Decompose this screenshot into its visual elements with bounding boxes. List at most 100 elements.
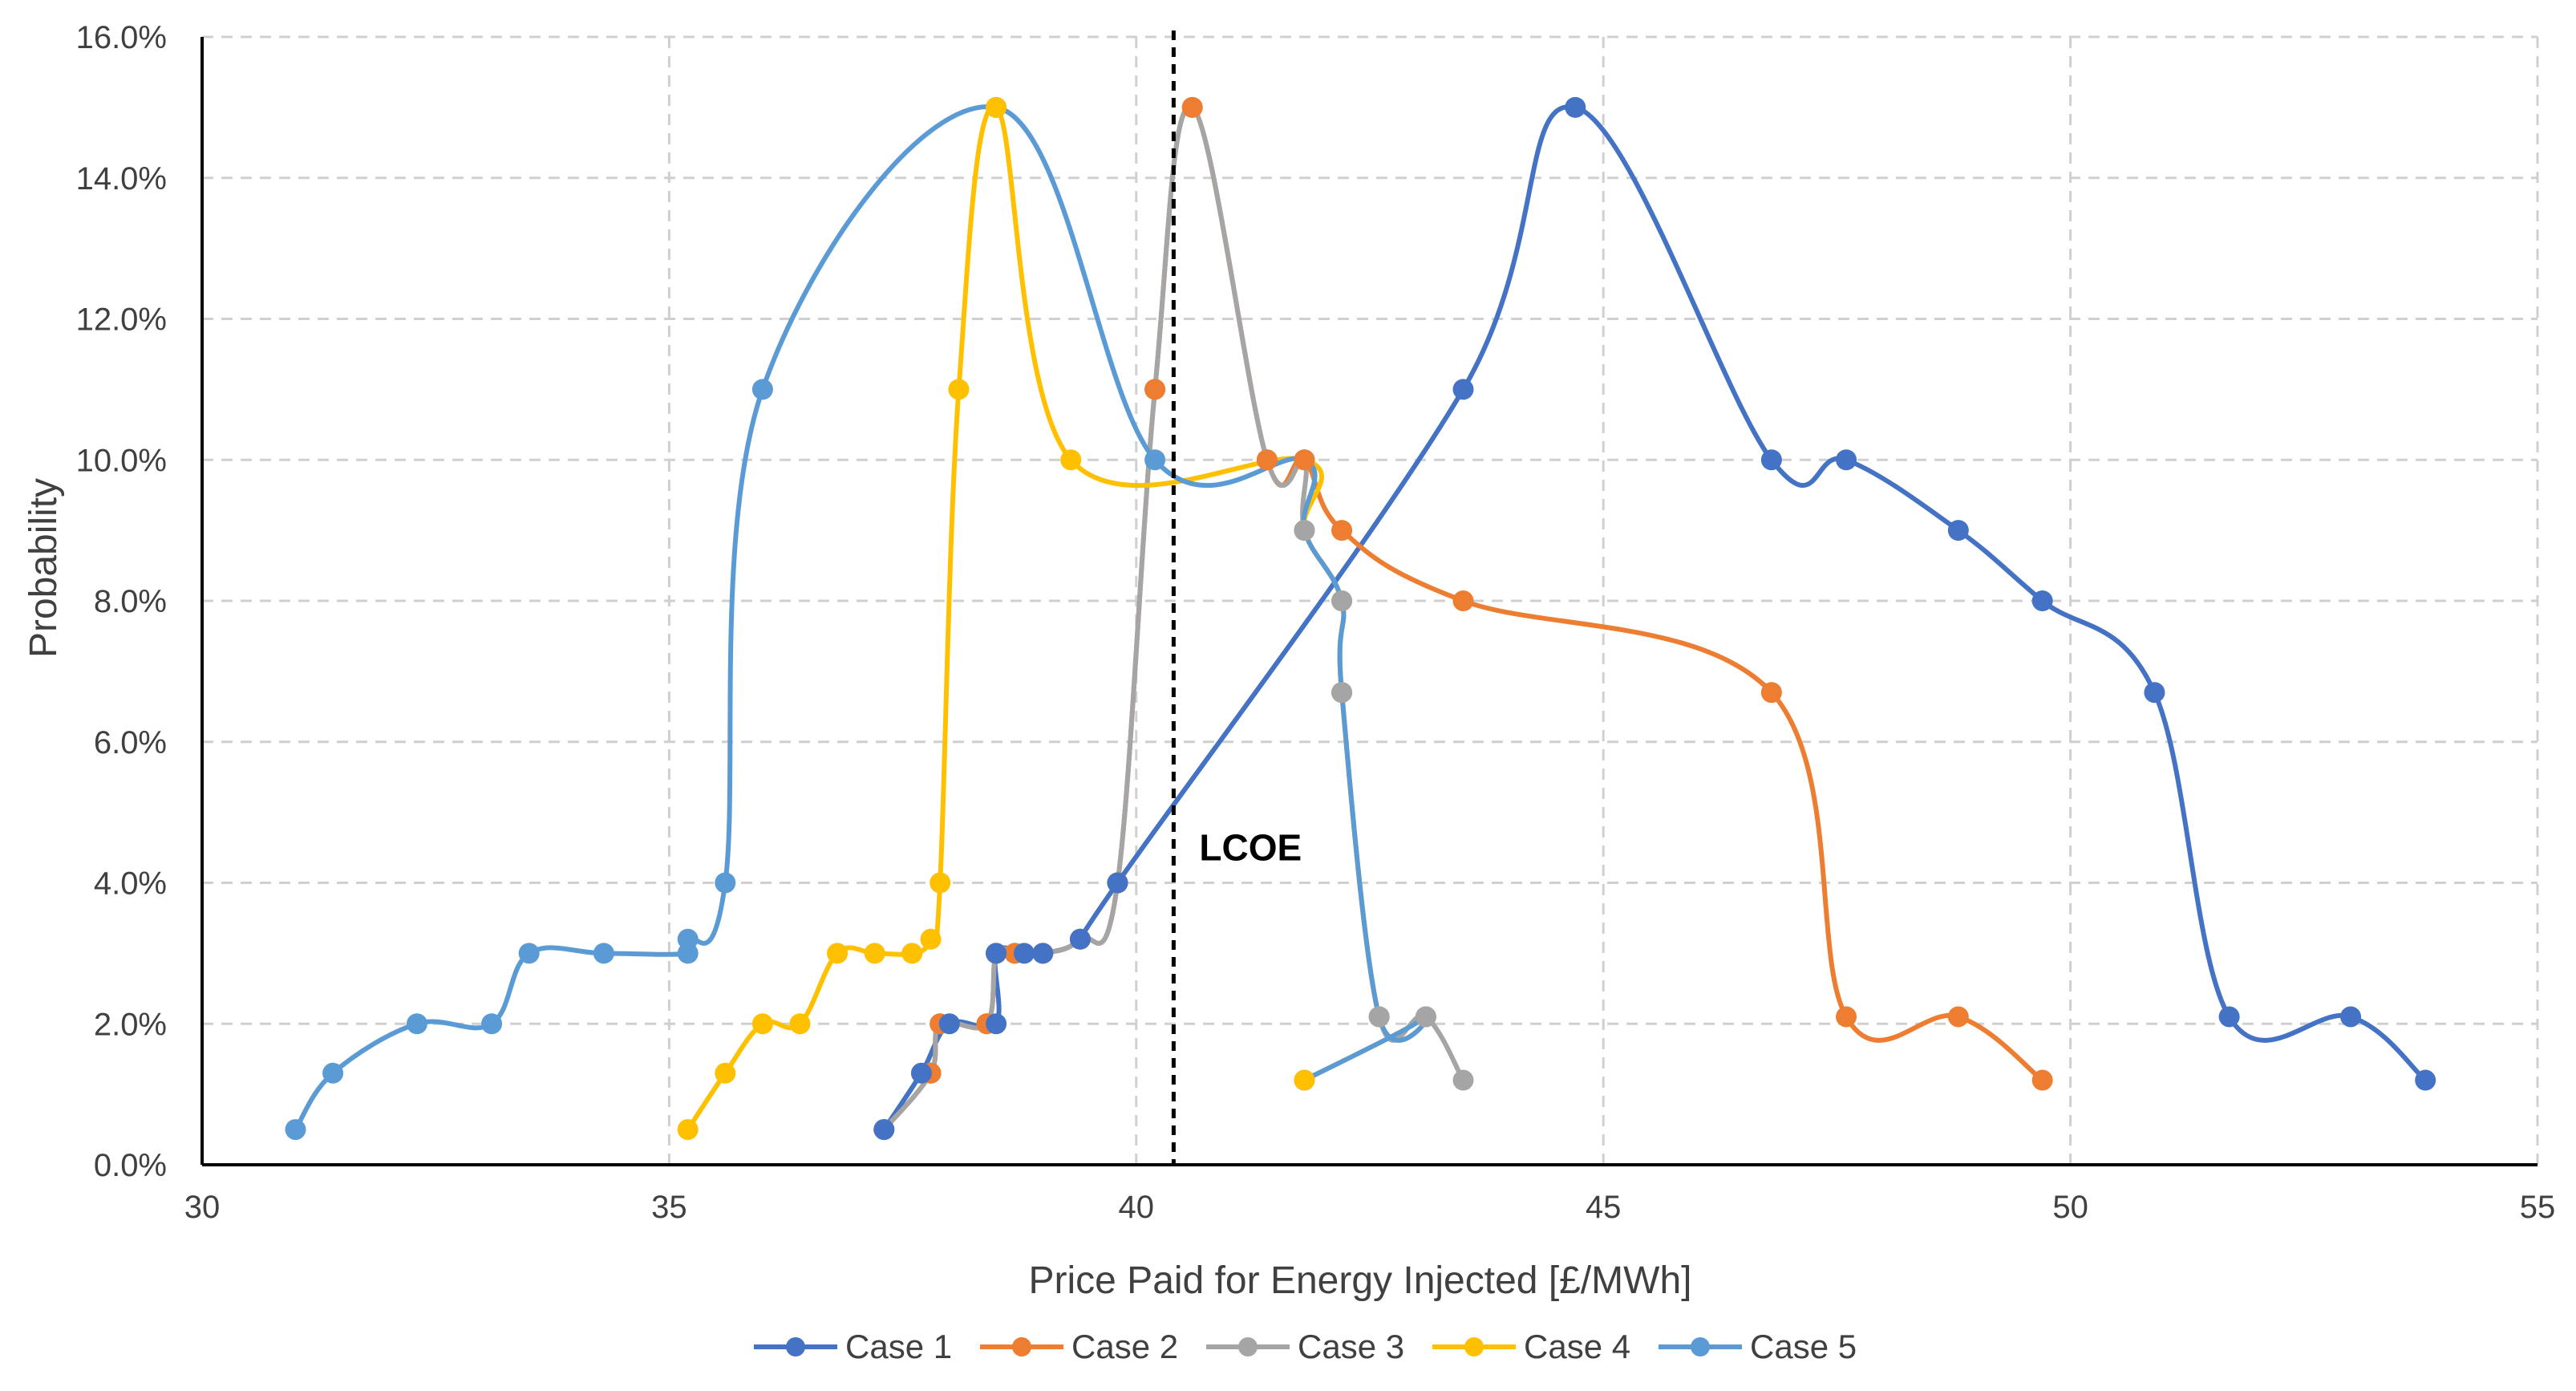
y-tick-label: 12.0% [76, 302, 167, 338]
gridlines [202, 35, 2539, 1165]
lcoe-marker: LCOE [1171, 30, 1302, 1165]
x-axis-title: Price Paid for Energy Injected [£/MWh] [1028, 1259, 1691, 1302]
data-point-case-1 [910, 1062, 932, 1084]
data-point-case-3 [1294, 520, 1315, 541]
data-point-case-4 [827, 943, 849, 964]
legend[interactable]: Case 1 Case 2 Case 3 Case 4 Case 5 [754, 1328, 1857, 1365]
legend-marker [1464, 1337, 1484, 1357]
data-point-case-5 [285, 1119, 306, 1141]
data-point-case-2 [1760, 682, 1782, 704]
y-tick-label: 6.0% [94, 725, 167, 760]
tick-labels: 0.0% 2.0% 4.0% 6.0% 8.0% 10.0% 12.0% 14.0% 16.0%… [76, 20, 2556, 1225]
y-axis-title: Probability [22, 478, 65, 658]
data-point-case-3 [1415, 1006, 1436, 1028]
data-point-case-5 [406, 1013, 427, 1035]
legend-item-case-1[interactable]: Case 1 [754, 1328, 952, 1365]
x-tick-label: 40 [1119, 1190, 1155, 1225]
y-tick-label: 8.0% [94, 584, 167, 619]
data-point-case-2 [1836, 1006, 1857, 1028]
data-point-case-5 [677, 928, 699, 950]
data-point-case-4 [986, 96, 1007, 118]
data-point-case-5 [593, 943, 614, 964]
data-point-case-2 [1947, 1006, 1969, 1028]
data-point-case-1 [986, 1013, 1007, 1035]
series-points [285, 96, 2436, 1141]
lcoe-label: LCOE [1199, 827, 1302, 869]
axes [200, 37, 2538, 1166]
data-point-case-1 [2218, 1006, 2240, 1028]
data-point-case-4 [1060, 449, 1082, 471]
data-point-case-1 [1760, 449, 1782, 471]
data-point-case-2 [1331, 520, 1353, 541]
data-point-case-1 [1947, 520, 1969, 541]
data-point-case-5 [751, 379, 773, 400]
data-point-case-4 [948, 379, 970, 400]
x-tick-label: 45 [1586, 1190, 1622, 1225]
data-point-case-1 [1014, 943, 1035, 964]
data-point-case-1 [1032, 943, 1054, 964]
data-point-case-3 [1452, 1069, 1474, 1091]
x-tick-label: 35 [651, 1190, 687, 1225]
data-point-case-2 [1144, 379, 1166, 400]
data-point-case-1 [2415, 1069, 2436, 1091]
data-point-case-4 [715, 1062, 736, 1084]
data-point-case-1 [1565, 96, 1586, 118]
y-tick-label: 0.0% [94, 1148, 167, 1183]
data-point-case-3 [1331, 682, 1353, 704]
data-point-case-5 [715, 872, 736, 894]
legend-marker [786, 1337, 805, 1357]
data-point-case-4 [901, 943, 923, 964]
data-point-case-1 [873, 1119, 895, 1141]
series-line-case-4 [685, 104, 1431, 1133]
data-point-case-4 [930, 872, 951, 894]
data-point-case-2 [1181, 96, 1203, 118]
data-point-case-2 [2031, 1069, 2053, 1091]
data-point-case-4 [789, 1013, 811, 1035]
data-point-case-5 [322, 1062, 344, 1084]
series-line-case-2 [881, 104, 2045, 1133]
y-tick-label: 14.0% [76, 161, 167, 197]
data-point-case-1 [1069, 928, 1091, 950]
legend-label: Case 5 [1750, 1328, 1857, 1365]
x-tick-label: 30 [184, 1190, 221, 1225]
y-tick-label: 4.0% [94, 866, 167, 902]
legend-item-case-2[interactable]: Case 2 [980, 1328, 1178, 1365]
series-line-case-1 [881, 104, 2428, 1133]
data-point-case-3 [1368, 1006, 1390, 1028]
data-point-case-5 [481, 1013, 503, 1035]
data-point-case-5 [1144, 449, 1166, 471]
legend-marker [1691, 1337, 1710, 1357]
data-point-case-1 [1107, 872, 1128, 894]
series-line-case-5 [293, 103, 1431, 1133]
data-point-case-1 [2031, 590, 2053, 611]
data-point-case-4 [920, 928, 942, 950]
legend-label: Case 2 [1071, 1328, 1178, 1365]
y-tick-label: 2.0% [94, 1007, 167, 1042]
legend-label: Case 4 [1524, 1328, 1630, 1365]
legend-item-case-3[interactable]: Case 3 [1206, 1328, 1404, 1365]
x-tick-label: 50 [2052, 1190, 2088, 1225]
data-point-case-2 [1452, 590, 1474, 611]
data-point-case-5 [518, 943, 540, 964]
y-tick-label: 16.0% [76, 20, 167, 55]
data-point-case-3 [1331, 590, 1353, 611]
data-point-case-4 [1294, 1069, 1315, 1091]
y-tick-label: 10.0% [76, 443, 167, 478]
legend-label: Case 3 [1298, 1328, 1404, 1365]
data-point-case-2 [1294, 449, 1315, 471]
series-lines [293, 103, 2428, 1133]
data-point-case-2 [1256, 449, 1278, 471]
data-point-case-1 [986, 943, 1007, 964]
data-point-case-4 [864, 943, 885, 964]
data-point-case-1 [2144, 682, 2165, 704]
legend-marker [1238, 1337, 1258, 1357]
data-point-case-1 [938, 1013, 960, 1035]
legend-marker [1012, 1337, 1031, 1357]
legend-label: Case 1 [845, 1328, 952, 1365]
legend-item-case-5[interactable]: Case 5 [1659, 1328, 1857, 1365]
data-point-case-1 [2340, 1006, 2362, 1028]
legend-item-case-4[interactable]: Case 4 [1432, 1328, 1630, 1365]
data-point-case-4 [677, 1119, 699, 1141]
